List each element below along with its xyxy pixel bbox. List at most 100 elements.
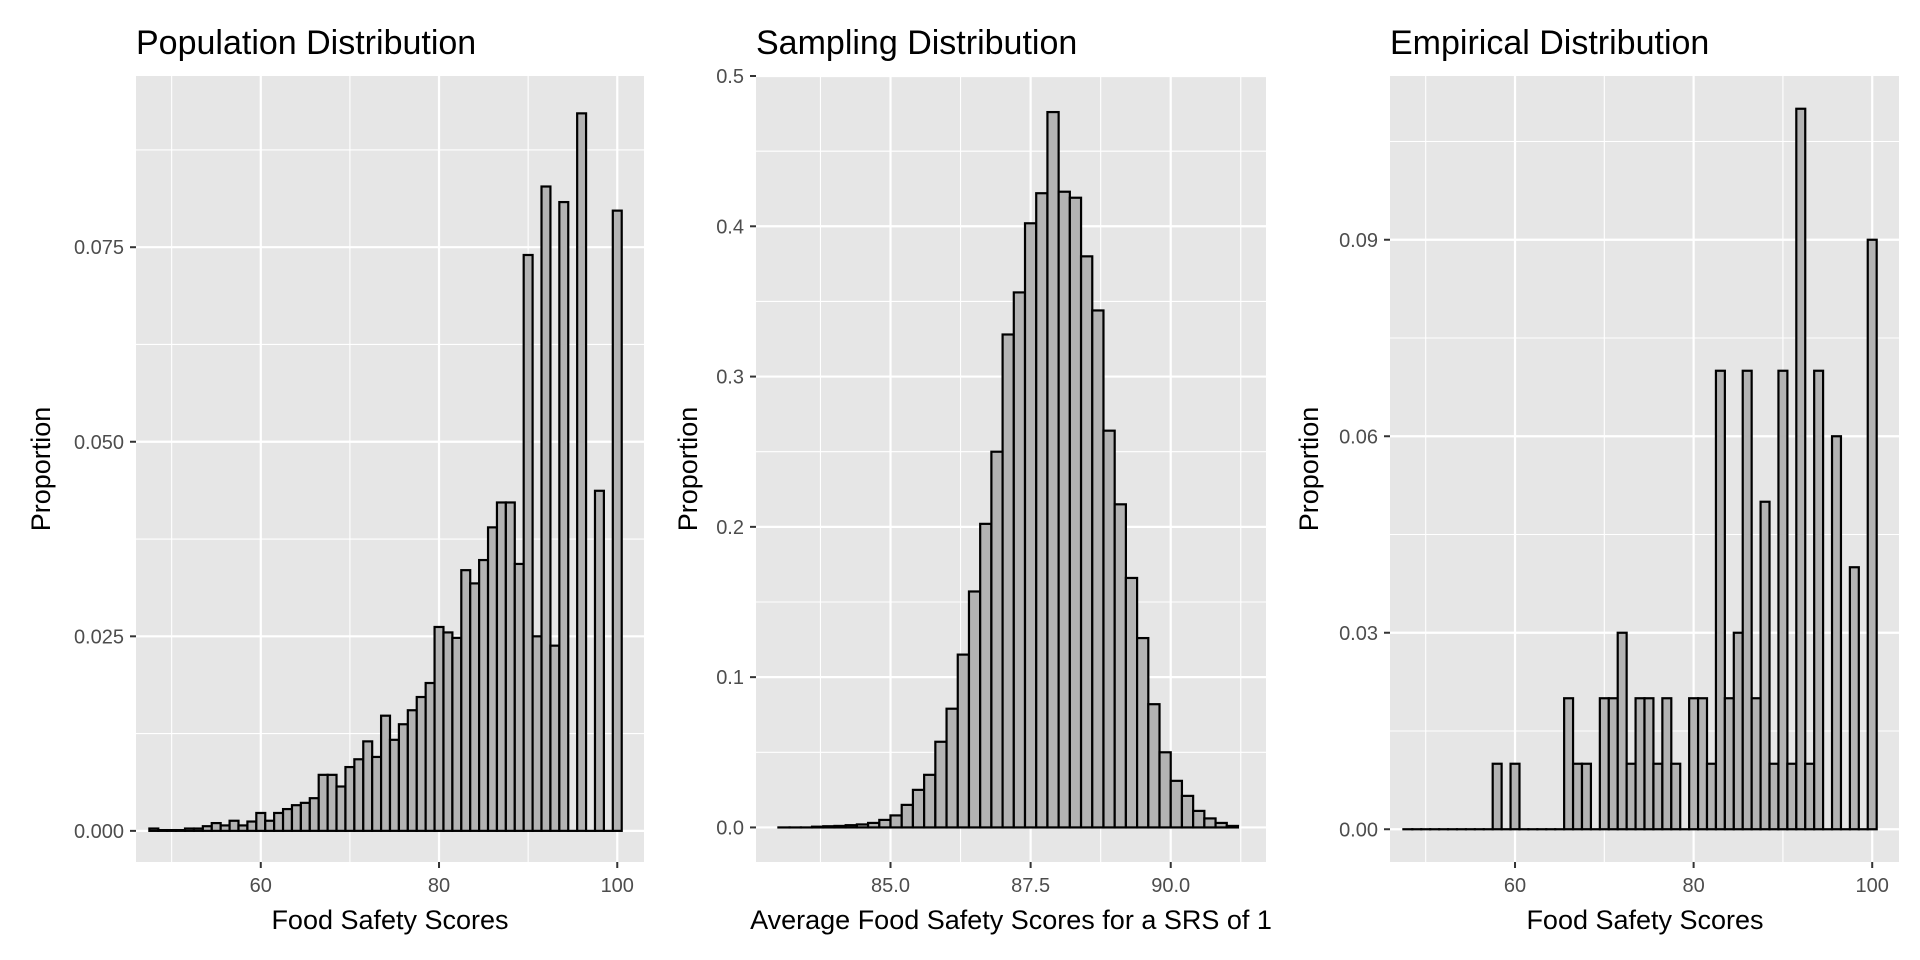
y-axis-title: Proportion (26, 407, 56, 532)
histogram-bar (1225, 824, 1240, 829)
histogram-bar (1705, 762, 1718, 831)
histogram-bar (1214, 821, 1228, 829)
panel-title: Sampling Distribution (756, 24, 1077, 62)
histogram-bar (1192, 809, 1206, 829)
histogram-bar (1102, 429, 1116, 829)
x-axis-title: Food Safety Scores (271, 905, 508, 935)
histogram-bar (388, 738, 401, 832)
histogram-bar (1732, 631, 1744, 831)
histogram-bar (866, 821, 881, 829)
x-tick-label: 60 (250, 875, 272, 897)
x-axis-title: Average Food Safety Scores for a SRS of … (750, 905, 1272, 935)
histogram-bar (1848, 566, 1860, 831)
histogram-bar (406, 709, 418, 832)
histogram-bar (442, 631, 454, 832)
histogram-bar (504, 501, 516, 832)
histogram-bar (1046, 110, 1060, 829)
histogram-bar (371, 755, 383, 832)
histogram-bar (1714, 369, 1726, 831)
histogram-bar (460, 569, 472, 832)
histogram-bar (1158, 751, 1172, 829)
histogram-bar (264, 819, 276, 832)
histogram-bar (1012, 291, 1027, 829)
histogram-bar (990, 450, 1004, 829)
histogram-bar (540, 185, 552, 832)
x-axis: 85.0 87.5 90.0 (871, 862, 1190, 897)
histogram-bar (362, 740, 374, 832)
x-tick-label: 87.5 (1011, 875, 1050, 897)
y-axis-title: Proportion (1294, 407, 1324, 532)
histogram-bar (1795, 107, 1807, 831)
histogram-bar (833, 824, 847, 829)
x-tick-label: 90.0 (1151, 875, 1190, 897)
histogram-bar (1813, 369, 1825, 831)
y-tick-label: 0.5 (716, 66, 744, 88)
y-tick-label: 0.06 (1339, 426, 1378, 448)
y-tick-label: 0.2 (716, 517, 744, 539)
y-tick-label: 0.075 (74, 237, 124, 259)
panel-empirical: Empirical Distribution 0.000.030.060.09 … (1294, 24, 1899, 935)
histogram-bar (810, 825, 825, 829)
histogram-bar (166, 828, 178, 832)
histogram-bar (1616, 631, 1628, 831)
histogram-bar (451, 636, 463, 832)
histogram-bar (549, 644, 561, 832)
histogram-bar (558, 200, 570, 832)
histogram-bar (469, 582, 481, 832)
histogram-bar (1135, 636, 1150, 829)
histogram-bar (1768, 762, 1780, 831)
y-tick-label: 0.09 (1339, 230, 1378, 252)
bars (1402, 107, 1878, 831)
histogram-bar (911, 788, 926, 829)
histogram-bar (281, 807, 294, 832)
histogram-bar (424, 681, 436, 832)
histogram-bar (148, 827, 160, 832)
histogram-bar (246, 820, 258, 832)
histogram-bar (967, 590, 982, 829)
bars (777, 110, 1240, 829)
histogram-bar (1696, 697, 1709, 831)
y-tick-label: 0.3 (716, 367, 744, 389)
histogram-bar (228, 819, 240, 832)
histogram-bar (308, 797, 320, 832)
histogram-bar (1830, 435, 1843, 831)
histogram-bar (1580, 762, 1593, 831)
y-axis: 0.0 0.1 0.2 0.3 0.4 0.5 (716, 66, 756, 839)
histogram-bar (945, 707, 959, 829)
histogram-bar (478, 558, 490, 832)
histogram-bar (237, 824, 249, 832)
histogram-bar (1113, 503, 1127, 829)
histogram-bar (157, 828, 169, 832)
x-tick-label: 100 (1856, 875, 1889, 897)
histogram-bar (956, 653, 971, 829)
histogram-bar (415, 695, 427, 832)
histogram-bar (210, 821, 222, 832)
histogram-bar (611, 209, 623, 832)
histogram-bar (299, 801, 311, 832)
grid-lines (756, 74, 1266, 862)
histogram-bar (1625, 762, 1637, 831)
histogram-bar (1777, 369, 1789, 831)
panel-title: Population Distribution (136, 24, 476, 62)
histogram-bar (317, 773, 329, 832)
histogram-bar (822, 825, 836, 829)
histogram-bar (1741, 369, 1753, 831)
y-tick-label: 0.4 (716, 216, 744, 238)
histogram-bar (855, 823, 870, 829)
histogram-bar (844, 824, 858, 829)
histogram-bar (1035, 192, 1049, 829)
histogram-bar (1509, 762, 1521, 831)
panel-sampling: Sampling Distribution 0.0 0.1 0.2 0.3 0.4 0.5… (673, 24, 1272, 935)
histogram-bar (1804, 762, 1816, 831)
x-tick-label: 60 (1504, 875, 1526, 897)
histogram-bar (522, 253, 534, 832)
histogram-bar (486, 526, 499, 832)
histogram-bar (273, 811, 285, 832)
histogram-bar (1670, 762, 1682, 831)
histogram-bar (1634, 697, 1646, 831)
histogram-bar (923, 773, 937, 829)
histogram-bar (1563, 697, 1575, 831)
panel-title: Empirical Distribution (1390, 24, 1709, 62)
y-axis: 0.000 0.025 0.050 0.075 (74, 237, 136, 843)
